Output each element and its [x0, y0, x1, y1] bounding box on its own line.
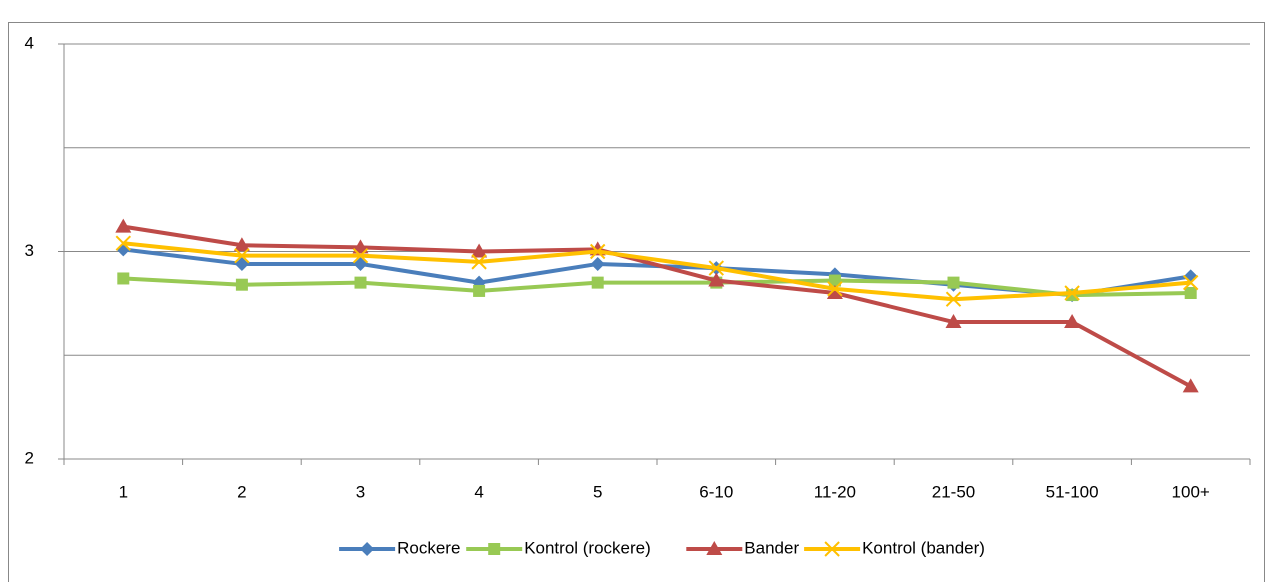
- marker: [1182, 274, 1199, 291]
- marker: [828, 274, 841, 287]
- marker: [115, 235, 132, 251]
- marker: [473, 284, 486, 297]
- series-line: [123, 241, 1191, 302]
- legend-label: Bander: [744, 538, 799, 557]
- x-tick-label: 5: [593, 482, 602, 501]
- legend-marker: [824, 541, 840, 557]
- marker: [827, 281, 843, 297]
- marker: [354, 276, 367, 289]
- marker: [589, 243, 606, 260]
- x-tick-label: 2: [237, 482, 246, 501]
- x-tick-label: 4: [474, 482, 483, 501]
- x-tick-label: 21-50: [932, 482, 975, 501]
- y-tick-label: 3: [25, 241, 34, 260]
- x-tick-label: 11-20: [814, 482, 856, 501]
- legend-marker: [706, 541, 723, 555]
- x-tick-label: 51-100: [1046, 482, 1099, 501]
- series-line: [122, 224, 1192, 389]
- legend-marker: [488, 543, 501, 555]
- x-tick-label: 100+: [1172, 482, 1210, 501]
- marker: [708, 272, 725, 287]
- y-tick-label: 2: [25, 448, 34, 467]
- marker: [471, 243, 488, 258]
- marker: [352, 247, 369, 264]
- x-tick-label: 6-10: [699, 482, 733, 501]
- marker: [235, 278, 248, 291]
- chart-frame: [8, 22, 1265, 582]
- legend-label: Kontrol (rockere): [524, 538, 651, 557]
- marker: [1064, 285, 1080, 301]
- marker: [590, 256, 605, 271]
- marker: [115, 218, 132, 233]
- y-tick-label: 4: [25, 33, 34, 52]
- marker: [233, 237, 250, 252]
- marker: [1064, 314, 1081, 329]
- marker: [352, 239, 369, 254]
- marker: [947, 276, 960, 289]
- marker: [1182, 378, 1199, 393]
- marker: [708, 260, 725, 276]
- legend-label: Rockere: [397, 538, 460, 557]
- marker: [1184, 287, 1197, 299]
- series-line: [123, 276, 1191, 298]
- marker: [471, 254, 487, 270]
- marker: [117, 272, 130, 285]
- legend-label: Kontrol (bander): [862, 538, 985, 557]
- marker: [234, 247, 250, 264]
- x-tick-label: 1: [119, 482, 128, 501]
- x-tick-label: 3: [356, 482, 365, 501]
- marker: [945, 314, 962, 329]
- marker: [591, 276, 604, 289]
- marker: [945, 291, 962, 307]
- legend-marker: [360, 542, 375, 556]
- marker: [826, 285, 843, 299]
